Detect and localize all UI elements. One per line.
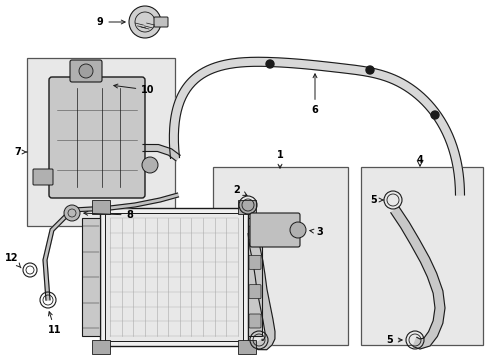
FancyBboxPatch shape	[248, 314, 261, 328]
Polygon shape	[169, 57, 464, 195]
Circle shape	[365, 66, 373, 74]
Bar	[100, 208, 247, 346]
Bar	[238, 200, 256, 214]
Circle shape	[265, 60, 273, 68]
FancyBboxPatch shape	[248, 285, 261, 299]
Bar	[105, 213, 243, 341]
FancyBboxPatch shape	[249, 213, 299, 247]
Bar	[247, 218, 262, 336]
FancyBboxPatch shape	[49, 77, 145, 198]
Circle shape	[289, 222, 305, 238]
Text: 7: 7	[15, 147, 27, 157]
Circle shape	[64, 205, 80, 221]
Text: 5: 5	[370, 195, 383, 205]
FancyBboxPatch shape	[33, 169, 53, 185]
Text: 12: 12	[5, 253, 21, 268]
Text: 1: 1	[276, 150, 283, 168]
Text: 10: 10	[114, 84, 154, 95]
Text: 11: 11	[48, 312, 61, 335]
Text: 8: 8	[83, 210, 133, 220]
Text: 2: 2	[233, 185, 246, 195]
Text: 9: 9	[97, 17, 125, 27]
Text: 4: 4	[416, 155, 423, 165]
Polygon shape	[142, 144, 180, 161]
Bar	[360, 167, 482, 345]
FancyBboxPatch shape	[154, 17, 168, 27]
Circle shape	[129, 6, 161, 38]
FancyBboxPatch shape	[70, 60, 102, 82]
Circle shape	[430, 111, 438, 119]
FancyBboxPatch shape	[248, 255, 261, 269]
Bar	[82, 218, 100, 336]
Bar	[213, 167, 347, 345]
Circle shape	[79, 64, 93, 78]
Polygon shape	[43, 193, 178, 300]
Bar	[92, 200, 110, 214]
Text: 5: 5	[386, 335, 401, 345]
Text: 3: 3	[309, 227, 323, 237]
Polygon shape	[390, 207, 444, 349]
Bar	[92, 340, 110, 354]
Bar	[238, 340, 256, 354]
FancyBboxPatch shape	[248, 226, 261, 240]
Bar	[27, 58, 175, 226]
Text: 6: 6	[311, 74, 318, 115]
Polygon shape	[247, 232, 274, 350]
Circle shape	[142, 157, 158, 173]
